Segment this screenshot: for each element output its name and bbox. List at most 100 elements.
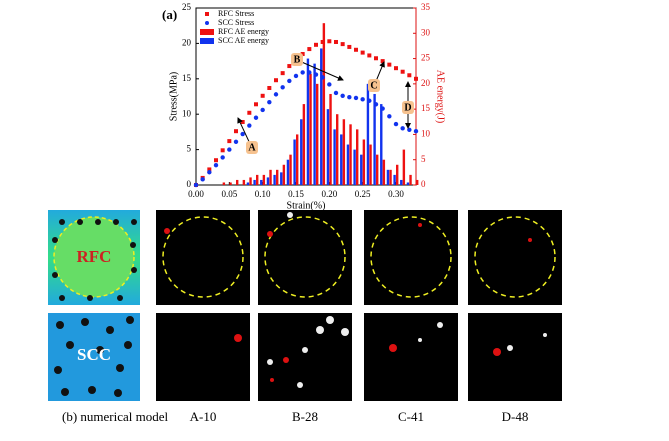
x-tick-label: 0.30: [388, 189, 404, 199]
ae-bar: [253, 179, 256, 185]
stress-marker: [334, 39, 338, 44]
ae-bar: [306, 58, 310, 186]
ae-bar: [333, 129, 336, 185]
stress-marker: [214, 158, 218, 163]
annotation-box: [291, 53, 303, 66]
stress-marker: [233, 139, 239, 145]
panel-label: (a): [162, 7, 177, 22]
ae-bar: [349, 124, 352, 185]
ae-bar: [313, 63, 316, 185]
stress-marker: [260, 107, 265, 113]
ae-bar: [296, 134, 299, 185]
ae-bar: [282, 164, 286, 185]
ae-bar: [396, 164, 399, 185]
y2-tick-label: 0: [421, 179, 426, 189]
row-label: RFC: [77, 247, 112, 266]
x-axis-label: Strain(%): [287, 200, 326, 211]
ae-bar: [376, 154, 379, 185]
ae-bar: [342, 119, 346, 185]
ae-bar: [260, 179, 263, 185]
stress-marker: [393, 121, 399, 127]
ae-bar: [222, 182, 226, 185]
ae-bar: [346, 144, 350, 185]
y2-tick-label: 20: [421, 78, 431, 88]
stress-marker: [254, 102, 258, 107]
ae-bar: [262, 174, 266, 185]
plot: 0.00 0.05 0.10 0.15 0.20 0.25 0.30 0 5 10 15 20 25 0 5…: [168, 2, 445, 211]
model-scc: [48, 313, 140, 401]
ae-bar: [246, 182, 250, 185]
stress-marker: [287, 64, 292, 69]
ae-bar: [289, 154, 292, 185]
stress-marker: [413, 128, 419, 134]
ae-bar: [326, 109, 330, 185]
stress-marker: [313, 72, 319, 77]
ae-bar: [309, 73, 312, 185]
ae-bar: [369, 144, 372, 185]
y2-tick-label: 5: [421, 154, 426, 164]
stress-marker: [347, 44, 352, 49]
y2-tick-label: 15: [421, 103, 431, 113]
y-tick-label: 0: [187, 179, 192, 189]
stress-marker: [394, 66, 398, 71]
y-axis-label: Stress(MPa): [168, 72, 179, 121]
column-label: A-10: [190, 409, 217, 424]
stress-marker: [380, 106, 385, 111]
stress-marker: [267, 99, 272, 105]
stress-marker: [320, 39, 325, 44]
stress-marker: [247, 110, 252, 115]
aggregate: [53, 216, 135, 298]
ae-bar: [236, 179, 239, 185]
ae-bar: [409, 174, 412, 185]
stress-marker: [227, 147, 232, 152]
stress-marker: [347, 95, 352, 100]
x-tick-label: 0.15: [288, 189, 304, 199]
ae-bar: [242, 179, 246, 185]
ae-bar: [356, 129, 359, 185]
x-tick-label: 0.20: [321, 189, 337, 199]
ae-bar: [380, 104, 383, 185]
stress-marker: [274, 78, 278, 83]
annotation-box: [368, 79, 380, 92]
legend-label: RFC AE energy: [218, 27, 269, 36]
stress-marker: [240, 131, 245, 137]
panel-label: (b) numerical model: [62, 409, 169, 424]
x-tick-label: 0.25: [355, 189, 371, 199]
aggregates: [52, 219, 137, 397]
ae-bar: [373, 93, 376, 185]
x-tick-label: 0.05: [221, 189, 237, 199]
stress-marker: [320, 75, 325, 80]
x-tick-label: 0.10: [255, 189, 271, 199]
y-tick-label: 10: [182, 108, 192, 118]
ae-bar: [362, 139, 366, 185]
ae-bar: [360, 154, 363, 185]
ae-bar: [393, 174, 396, 185]
stress-marker: [240, 119, 245, 124]
ae-bar: [256, 174, 259, 185]
stress-marker: [267, 86, 272, 91]
stress-marker: [247, 123, 252, 128]
stress-marker: [227, 139, 232, 144]
stress-marker: [280, 85, 285, 90]
stress-marker: [360, 50, 365, 55]
stress-marker: [354, 47, 358, 52]
stress-marker: [220, 155, 225, 160]
ae-bar: [280, 172, 283, 185]
annotation: A: [248, 142, 256, 153]
stress-marker: [207, 170, 212, 175]
stress-marker: [340, 93, 345, 98]
stress-marker: [220, 148, 225, 153]
stress-marker: [387, 114, 392, 119]
ae-bar: [229, 182, 232, 185]
ae-bar: [302, 104, 306, 185]
legend-swatch: [205, 21, 209, 25]
annotation-arrow: [296, 59, 344, 81]
stress-marker: [367, 53, 372, 58]
legend-swatch: [200, 38, 214, 44]
stress-marker: [293, 73, 299, 79]
ae-bar: [266, 177, 270, 185]
legend-swatch: [205, 12, 209, 16]
ae-bar: [336, 114, 339, 185]
